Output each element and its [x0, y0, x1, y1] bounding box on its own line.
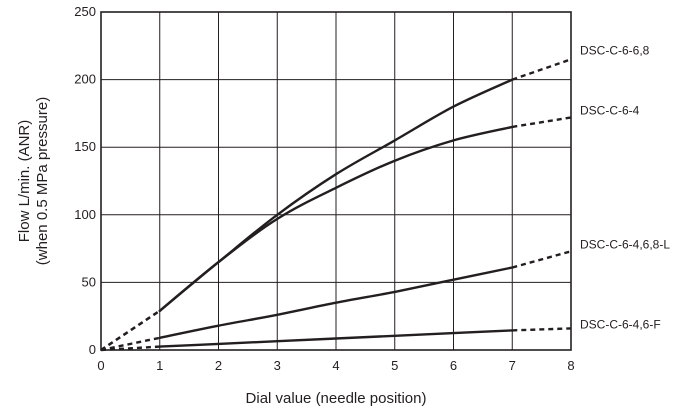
series-label: DSC-C-6-6,8 [580, 43, 650, 57]
series-line-dashed-start [100, 336, 161, 352]
y-axis-title-line-1: Flow L/min. (ANR) [16, 120, 33, 243]
series-line-dashed-end [512, 327, 572, 332]
x-tick-label: 7 [509, 358, 516, 373]
tick-labels: 0 1 2 3 4 5 6 7 8 0 50 100 150 200 250 [74, 4, 574, 373]
y-tick-label: 150 [74, 139, 96, 154]
y-tick-label: 100 [74, 207, 96, 222]
series-line-dashed-end [511, 58, 572, 81]
series-line [158, 125, 514, 312]
x-tick-label: 3 [274, 358, 281, 373]
series-line [158, 329, 514, 348]
series-line-dashed-end [511, 250, 572, 269]
x-axis-title: Dial value (needle position) [246, 390, 427, 407]
x-tick-label: 8 [567, 358, 574, 373]
x-tick-label: 4 [332, 358, 339, 373]
series-label: DSC-C-6-4 [580, 103, 640, 117]
x-tick-label: 1 [156, 358, 163, 373]
x-tick-label: 5 [391, 358, 398, 373]
y-tick-label: 0 [89, 342, 96, 357]
x-tick-label: 6 [450, 358, 457, 373]
series-line-dashed-end [512, 116, 572, 129]
series-lines [100, 58, 572, 352]
grid-lines [101, 12, 571, 350]
plot-frame [100, 11, 572, 351]
y-axis-title-line-2: (when 0.5 MPa pressure) [34, 97, 51, 265]
y-tick-label: 50 [82, 274, 96, 289]
x-tick-label: 2 [215, 358, 222, 373]
series-labels: DSC-C-6-6,8 DSC-C-6-4 DSC-C-6-4,6,8-L DSC-C… [580, 43, 670, 331]
series-label: DSC-C-6-4,6,8-L [580, 237, 670, 251]
y-tick-label: 250 [74, 4, 96, 19]
x-tick-label: 0 [97, 358, 104, 373]
series-line-dashed-start [100, 309, 161, 351]
series-label: DSC-C-6-4,6-F [580, 317, 661, 331]
y-tick-label: 200 [74, 72, 96, 87]
y-axis-title: Flow L/min. (ANR) (when 0.5 MPa pressure… [16, 97, 51, 265]
series-line [158, 266, 514, 339]
